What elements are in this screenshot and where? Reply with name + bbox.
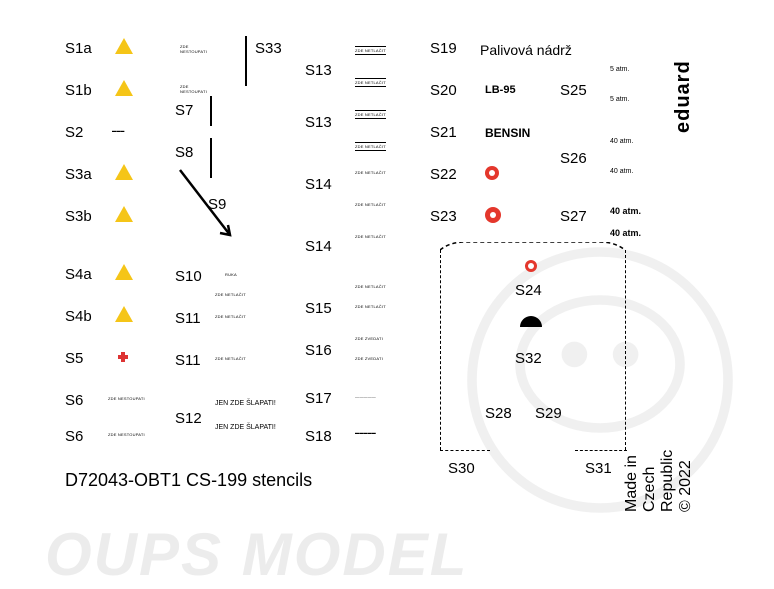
stencil-text: ————— xyxy=(355,394,376,399)
label-s28: S28 xyxy=(485,405,512,422)
roundel-icon xyxy=(485,207,501,223)
label-s29: S29 xyxy=(535,405,562,422)
roundel-icon xyxy=(525,260,537,272)
stencil-text: JEN ZDE ŠLAPATI! xyxy=(215,424,276,431)
label-s6b: S6 xyxy=(65,428,83,445)
label-s4a: S4a xyxy=(65,266,92,283)
stencil-text: ZDE NESTOUPATI xyxy=(108,432,145,437)
stencil-text: ▬▬▬ xyxy=(112,128,125,133)
label-s15: S15 xyxy=(305,300,332,317)
stencil-text: Palivová nádrž xyxy=(480,42,572,58)
label-s25: S25 xyxy=(560,82,587,99)
label-s7: S7 xyxy=(175,102,193,119)
stencil-text: 5 atm. xyxy=(610,96,629,103)
label-s1a: S1a xyxy=(65,40,92,57)
label-s18: S18 xyxy=(305,428,332,445)
label-s21: S21 xyxy=(430,124,457,141)
label-s13b: S13 xyxy=(305,114,332,131)
roundel-icon xyxy=(485,166,499,180)
label-s14a: S14 xyxy=(305,176,332,193)
triangle-icon xyxy=(115,164,133,180)
triangle-icon xyxy=(115,80,133,96)
stencil-text: ▬▬▬▬▬ xyxy=(355,430,376,435)
dash-line xyxy=(625,250,626,450)
label-s8: S8 xyxy=(175,144,193,161)
dash-line xyxy=(575,450,627,451)
label-s13a: S13 xyxy=(305,62,332,79)
label-s33: S33 xyxy=(255,40,282,57)
stencil-text: ZDE NETLAČIT xyxy=(355,202,386,207)
stencil-text: 40 atm. xyxy=(610,168,633,175)
label-s12: S12 xyxy=(175,410,202,427)
stencil-text: RUKA xyxy=(225,272,237,277)
half-circle-icon xyxy=(520,316,542,327)
line-decal xyxy=(210,96,212,126)
label-s17: S17 xyxy=(305,390,332,407)
stencil-text: ZDE NETLAČIT xyxy=(355,46,386,55)
label-s22: S22 xyxy=(430,166,457,183)
label-s11a: S11 xyxy=(175,310,201,327)
arrow-icon xyxy=(175,165,245,255)
stencil-text: ZDE NETLAČIT xyxy=(355,284,386,289)
stencil-text: 5 atm. xyxy=(610,66,629,73)
label-s26: S26 xyxy=(560,150,587,167)
stencil-text: ZDE NETLAČIT xyxy=(355,78,386,87)
triangle-icon xyxy=(115,38,133,54)
label-s3a: S3a xyxy=(65,166,92,183)
stencil-text: ZDE NETLAČIT xyxy=(355,304,386,309)
stencil-text: 40 atm. xyxy=(610,138,633,145)
triangle-icon xyxy=(115,264,133,280)
stencil-text: ZDE NETLAČIT xyxy=(355,170,386,175)
stencil-text: ZDE NETLAČIT xyxy=(355,234,386,239)
label-s3b: S3b xyxy=(65,208,92,225)
brand-text: eduard xyxy=(672,60,695,133)
label-s6a: S6 xyxy=(65,392,83,409)
label-s20: S20 xyxy=(430,82,457,99)
stencil-text: LB-95 xyxy=(485,84,516,96)
origin-text: Made in Czech Republic © 2022 xyxy=(623,450,695,512)
label-s11b: S11 xyxy=(175,352,201,369)
label-s14b: S14 xyxy=(305,238,332,255)
stencil-text: ZDE NETLAČIT xyxy=(215,314,246,319)
label-s16: S16 xyxy=(305,342,332,359)
stencil-text: ZDE NESTOUPATI xyxy=(108,396,145,401)
label-s23: S23 xyxy=(430,208,457,225)
label-s24: S24 xyxy=(515,282,542,299)
stencil-text: 40 atm. xyxy=(610,228,641,238)
cross-icon xyxy=(118,352,128,362)
stencil-text: ZDE NETLAČIT xyxy=(355,110,386,119)
label-s19: S19 xyxy=(430,40,457,57)
triangle-icon xyxy=(115,306,133,322)
dash-curve xyxy=(440,242,625,262)
dash-line xyxy=(440,250,441,450)
stencil-text: BENSIN xyxy=(485,126,530,140)
stencil-text: ZDENESTOUPATI xyxy=(180,84,207,94)
label-s32: S32 xyxy=(515,350,542,367)
stencil-text: ZDE NETLAČIT xyxy=(215,356,246,361)
dash-line xyxy=(440,450,490,451)
decal-sheet: S1a S1b S2 S3a S3b S4a S4b S5 S6 S6 ▬▬▬ … xyxy=(30,10,744,550)
label-s10: S10 xyxy=(175,268,202,285)
label-s1b: S1b xyxy=(65,82,92,99)
stencil-text: ZDENESTOUPATI xyxy=(180,44,207,54)
triangle-icon xyxy=(115,206,133,222)
line-decal xyxy=(245,36,247,86)
label-s31: S31 xyxy=(585,460,612,477)
stencil-text: JEN ZDE ŠLAPATI! xyxy=(215,400,276,407)
label-s2: S2 xyxy=(65,124,83,141)
label-s30: S30 xyxy=(448,460,475,477)
stencil-text: ZDE ZVEDATI xyxy=(355,336,383,341)
sheet-title: D72043-OBT1 CS-199 stencils xyxy=(65,470,312,491)
label-s5: S5 xyxy=(65,350,83,367)
label-s4b: S4b xyxy=(65,308,92,325)
stencil-text: ZDE NETLAČIT xyxy=(355,142,386,151)
stencil-text: ZDE ZVEDATI xyxy=(355,356,383,361)
label-s27: S27 xyxy=(560,208,587,225)
stencil-text: ZDE NETLAČIT xyxy=(215,292,246,297)
stencil-text: 40 atm. xyxy=(610,206,641,216)
